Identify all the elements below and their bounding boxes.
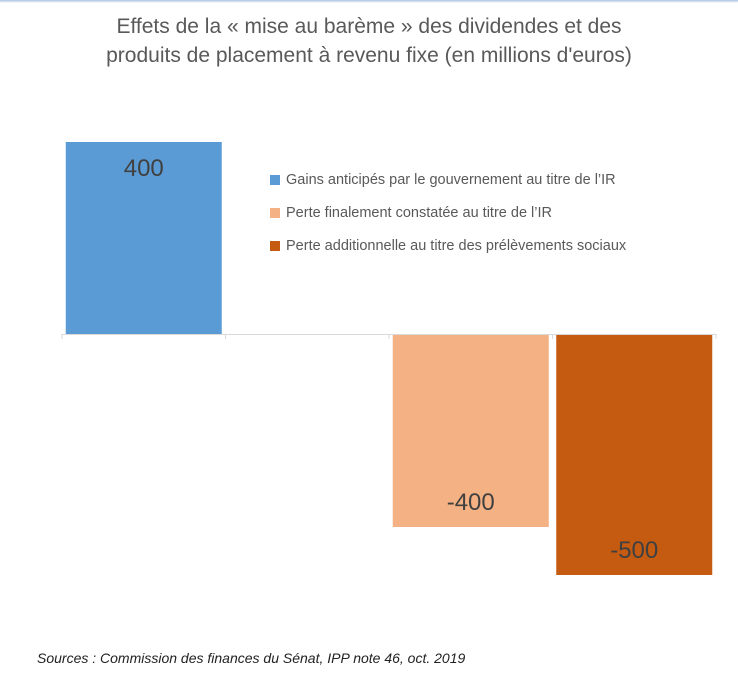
legend-swatch-gains (270, 174, 280, 185)
bar-data-label: -500 (610, 537, 658, 564)
bar-series-3 (556, 335, 713, 575)
legend-swatch-perte-sociaux (270, 240, 280, 251)
legend-item-perte-sociaux: Perte additionnelle au titre des prélève… (270, 229, 626, 262)
chart-title-line-1: Effets de la « mise au barème » des divi… (116, 15, 622, 38)
bar-series-1 (65, 142, 222, 334)
chart-title-line-2: produits de placement à revenu fixe (en … (106, 44, 632, 67)
legend-item-perte-ir: Perte finalement constatée au titre de l… (270, 196, 626, 229)
legend-label-perte-sociaux: Perte additionnelle au titre des prélève… (286, 237, 627, 254)
bar-data-label: 400 (124, 155, 164, 182)
legend-swatch-perte-ir (270, 207, 280, 218)
legend-label-perte-ir: Perte finalement constatée au titre de l… (286, 204, 552, 221)
bar-series-2 (392, 335, 549, 527)
top-border (0, 0, 738, 3)
source-note: Sources : Commission des finances du Sén… (37, 650, 466, 666)
legend-label-gains: Gains anticipés par le gouvernement au t… (286, 171, 616, 188)
chart-title: Effets de la « mise au barème » des divi… (40, 12, 698, 70)
chart-legend: Gains anticipés par le gouvernement au t… (270, 163, 626, 262)
legend-item-gains: Gains anticipés par le gouvernement au t… (270, 163, 626, 196)
bar-data-label: -400 (447, 489, 495, 516)
